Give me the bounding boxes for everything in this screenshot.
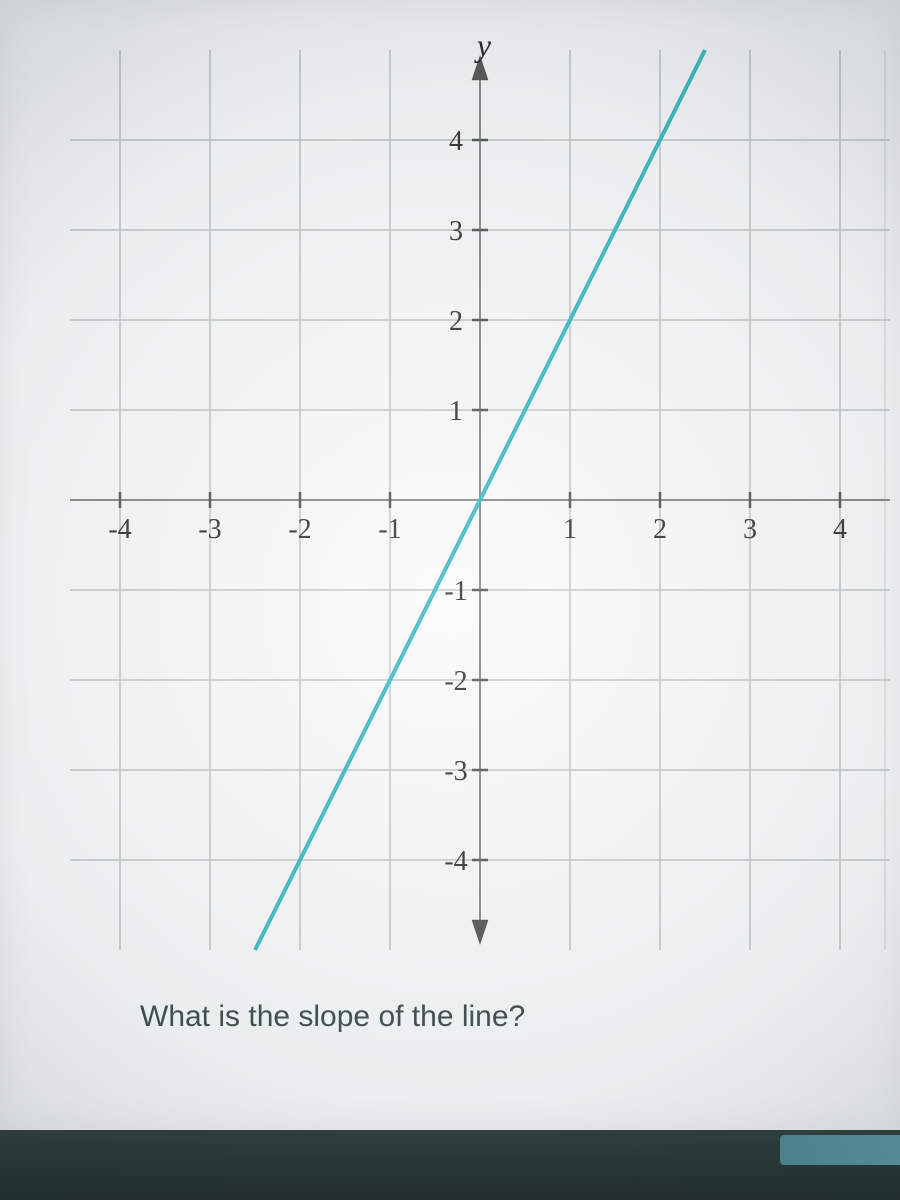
svg-text:1: 1 <box>563 514 577 545</box>
svg-text:1: 1 <box>449 396 463 427</box>
question-text: What is the slope of the line? <box>140 1000 525 1034</box>
svg-text:y: y <box>474 27 492 63</box>
coordinate-graph: -4 -3 -2 -1 1 2 3 4 -4 -3 -2 -1 1 2 3 4 y <box>70 20 890 960</box>
svg-text:-1: -1 <box>378 514 401 545</box>
svg-text:-1: -1 <box>444 576 467 607</box>
svg-text:-3: -3 <box>444 756 467 787</box>
svg-text:-2: -2 <box>288 514 311 545</box>
svg-text:4: 4 <box>833 514 847 545</box>
bottom-accent <box>780 1135 900 1165</box>
svg-text:4: 4 <box>449 126 463 157</box>
svg-text:3: 3 <box>449 216 463 247</box>
svg-text:2: 2 <box>449 306 463 337</box>
svg-text:-4: -4 <box>444 846 467 877</box>
content-area: -4 -3 -2 -1 1 2 3 4 -4 -3 -2 -1 1 2 3 4 y What is the sl… <box>0 0 900 1130</box>
svg-text:3: 3 <box>743 514 757 545</box>
svg-text:2: 2 <box>653 514 667 545</box>
svg-text:-2: -2 <box>444 666 467 697</box>
svg-text:-3: -3 <box>198 514 221 545</box>
svg-text:-4: -4 <box>108 514 131 545</box>
bottom-bar <box>0 1130 900 1200</box>
